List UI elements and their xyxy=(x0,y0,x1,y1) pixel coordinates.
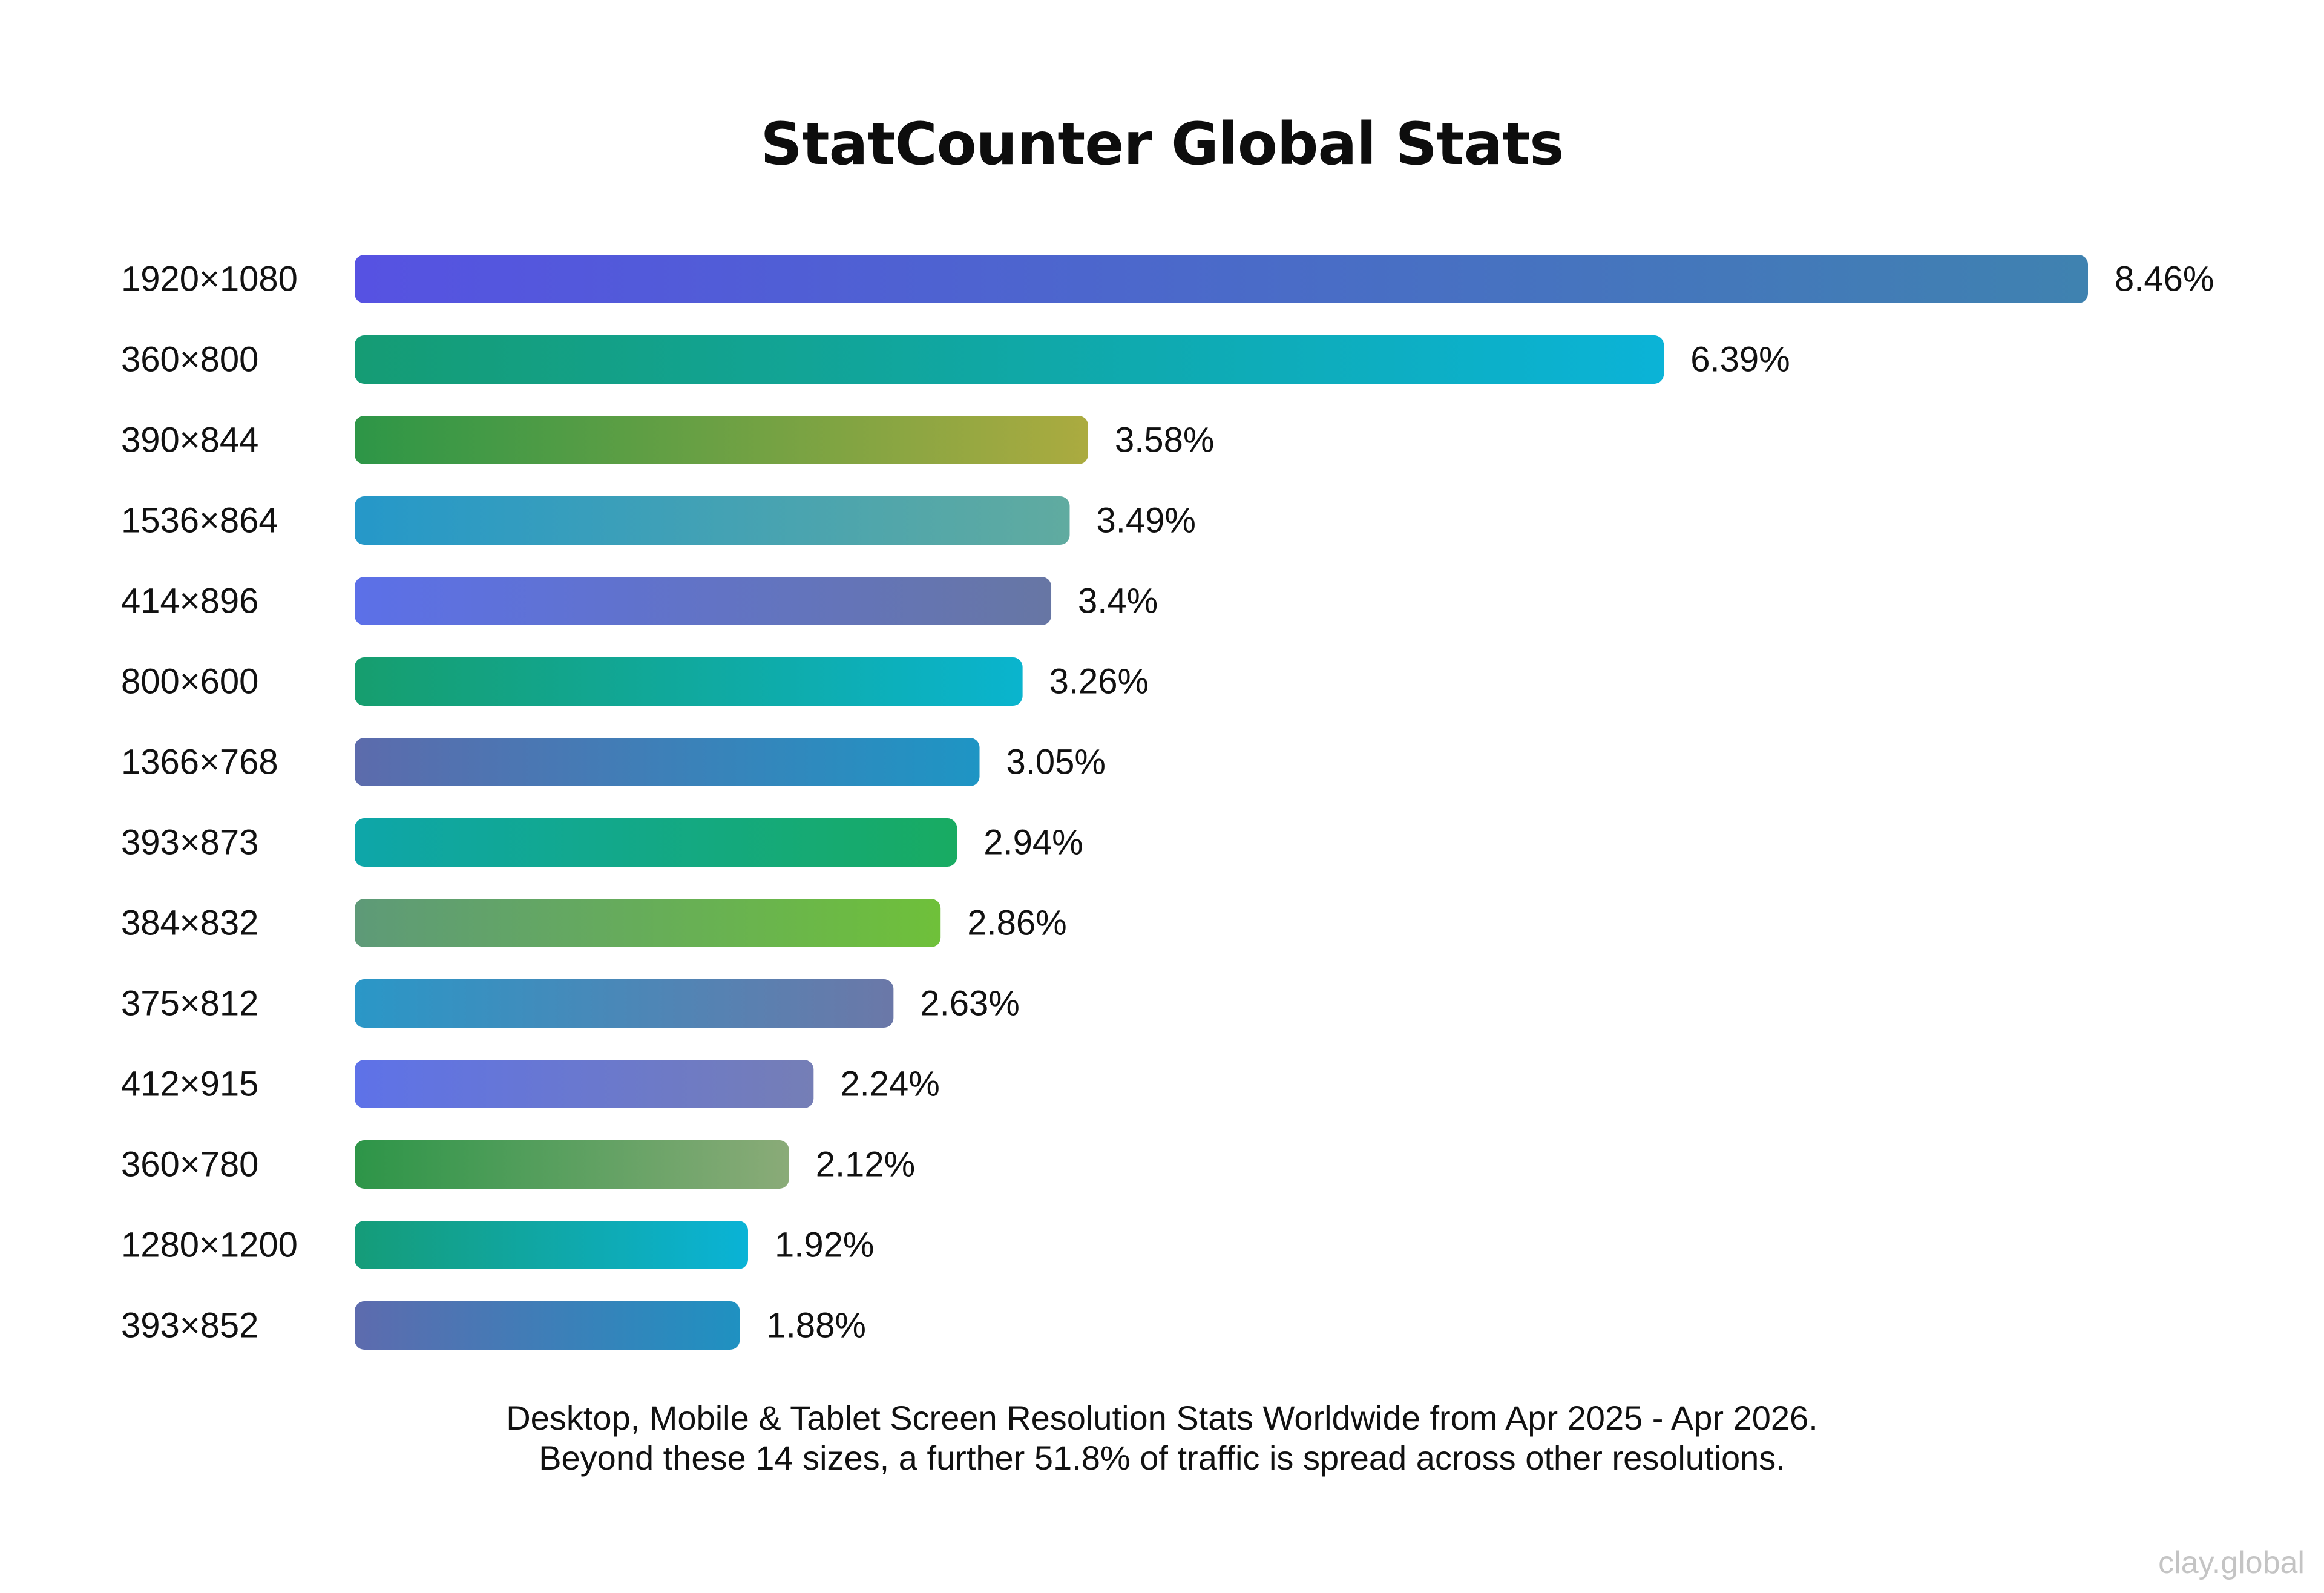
bar xyxy=(355,818,957,867)
bar-row: 360×780 2.12% xyxy=(121,1140,915,1189)
bar-row: 414×896 3.4% xyxy=(121,577,1158,625)
chart-footnote: Desktop, Mobile & Tablet Screen Resoluti… xyxy=(0,1398,2324,1478)
value-label: 1.92% xyxy=(775,1226,874,1265)
bar xyxy=(355,1301,740,1350)
category-label: 360×800 xyxy=(121,340,258,379)
value-label: 3.4% xyxy=(1078,582,1158,621)
bar xyxy=(355,1060,814,1108)
value-label: 2.24% xyxy=(840,1065,939,1104)
bar xyxy=(355,1140,789,1189)
value-label: 2.94% xyxy=(983,823,1083,862)
value-label: 3.05% xyxy=(1006,743,1106,782)
bar xyxy=(355,657,1023,706)
bar xyxy=(355,1221,748,1269)
category-label: 393×873 xyxy=(121,823,258,862)
category-label: 1920×1080 xyxy=(121,260,298,299)
bar-row: 800×600 3.26% xyxy=(121,657,1149,706)
bar-row: 375×812 2.63% xyxy=(121,979,1020,1028)
bar-row: 1366×768 3.05% xyxy=(121,738,1106,786)
bar-row: 360×800 6.39% xyxy=(121,335,1790,384)
value-label: 6.39% xyxy=(1690,340,1790,379)
category-label: 800×600 xyxy=(121,662,258,701)
category-label: 360×780 xyxy=(121,1145,258,1184)
bar-row: 390×844 3.58% xyxy=(121,416,1214,464)
footnote-line-2: Beyond these 14 sizes, a further 51.8% o… xyxy=(539,1439,1785,1477)
value-label: 3.26% xyxy=(1049,662,1149,701)
value-label: 1.88% xyxy=(766,1306,865,1345)
bar xyxy=(355,416,1088,464)
value-label: 2.12% xyxy=(816,1145,915,1184)
bar-row: 1920×1080 8.46% xyxy=(121,255,2214,303)
value-label: 2.86% xyxy=(967,904,1066,943)
value-label: 3.58% xyxy=(1115,421,1214,460)
bar xyxy=(355,255,2088,303)
category-label: 393×852 xyxy=(121,1306,258,1345)
bar xyxy=(355,335,1664,384)
bar-row: 412×915 2.24% xyxy=(121,1060,940,1108)
category-label: 1366×768 xyxy=(121,743,278,782)
footnote-line-1: Desktop, Mobile & Tablet Screen Resoluti… xyxy=(506,1399,1818,1437)
value-label: 8.46% xyxy=(2115,260,2214,299)
bar-row: 1280×1200 1.92% xyxy=(121,1221,874,1269)
category-label: 384×832 xyxy=(121,904,258,943)
bar xyxy=(355,899,941,947)
bar xyxy=(355,738,980,786)
bar xyxy=(355,979,894,1028)
category-label: 412×915 xyxy=(121,1065,258,1104)
bar-row: 384×832 2.86% xyxy=(121,899,1067,947)
watermark: clay.global xyxy=(2158,1545,2305,1580)
category-label: 1536×864 xyxy=(121,501,278,540)
category-label: 390×844 xyxy=(121,421,258,460)
category-label: 414×896 xyxy=(121,582,258,621)
category-label: 1280×1200 xyxy=(121,1226,298,1265)
chart-title: StatCounter Global Stats xyxy=(760,110,1564,178)
bar xyxy=(355,496,1070,545)
value-label: 3.49% xyxy=(1096,501,1195,540)
bar-row: 393×873 2.94% xyxy=(121,818,1083,867)
value-label: 2.63% xyxy=(920,984,1019,1023)
bar-row: 393×852 1.88% xyxy=(121,1301,866,1350)
bar xyxy=(355,577,1052,625)
category-label: 375×812 xyxy=(121,984,258,1023)
bar-row: 1536×864 3.49% xyxy=(121,496,1196,545)
bar-rows: 1920×1080 8.46% 360×800 6.39% 390×844 3.58% 15… xyxy=(121,255,2214,1350)
